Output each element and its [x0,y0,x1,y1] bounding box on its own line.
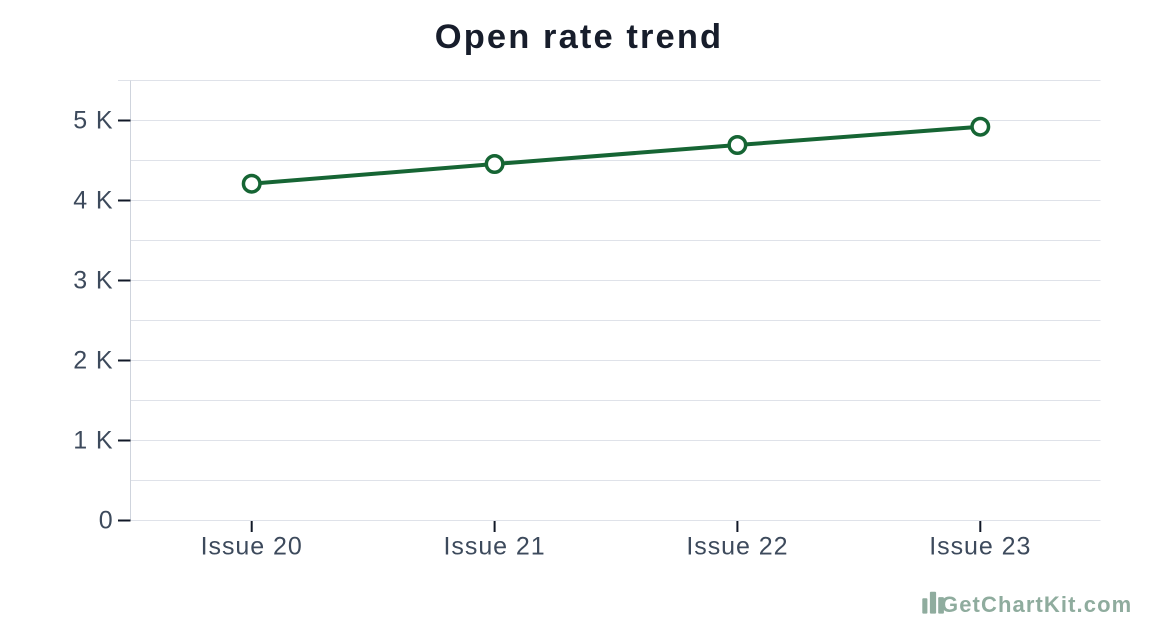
svg-text:Open rate trend: Open rate trend [435,18,723,56]
svg-text:5 K: 5 K [73,107,113,135]
svg-text:3 K: 3 K [73,267,113,295]
svg-text:Issue 20: Issue 20 [201,533,303,561]
svg-text:GetChartKit.com: GetChartKit.com [941,592,1132,617]
svg-text:0: 0 [99,507,114,535]
svg-text:4 K: 4 K [73,187,113,215]
svg-text:Issue 21: Issue 21 [444,533,546,561]
svg-text:1 K: 1 K [73,427,113,455]
svg-text:Issue 22: Issue 22 [686,533,788,561]
svg-text:2 K: 2 K [73,347,113,375]
svg-text:Issue 23: Issue 23 [929,533,1031,561]
